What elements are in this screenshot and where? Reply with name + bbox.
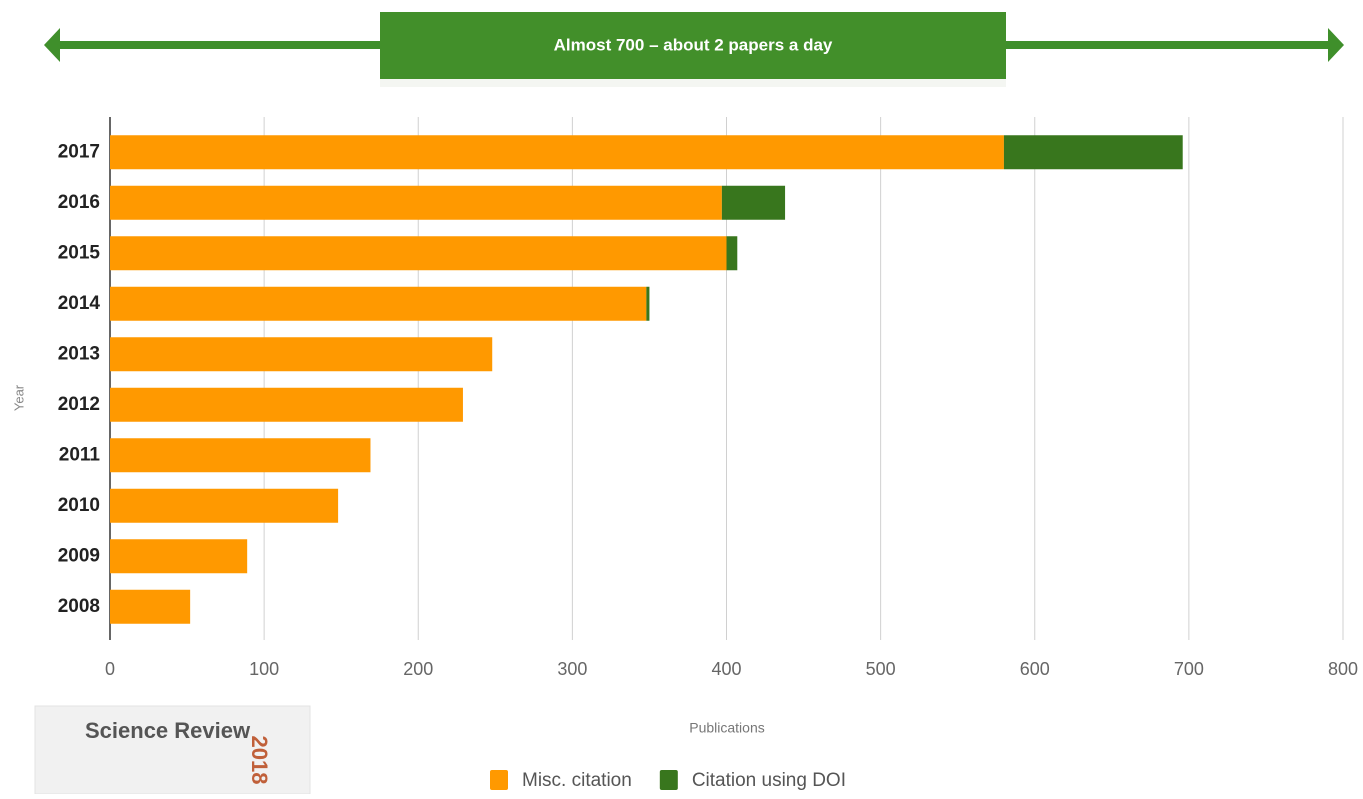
bar-segment bbox=[110, 185, 722, 220]
legend-swatch bbox=[659, 770, 678, 790]
y-tick-label: 2013 bbox=[58, 343, 100, 364]
logo-name: Science Review bbox=[85, 718, 251, 743]
y-tick-label: 2017 bbox=[58, 141, 100, 162]
x-tick-label: 100 bbox=[249, 659, 279, 679]
legend-label: Misc. citation bbox=[522, 770, 632, 791]
y-axis-title: Year bbox=[11, 384, 26, 411]
x-tick-label: 300 bbox=[557, 659, 587, 679]
bar-segment bbox=[110, 539, 248, 574]
banner-shadow bbox=[380, 79, 1006, 87]
x-tick-label: 700 bbox=[1174, 659, 1204, 679]
legend-swatch bbox=[490, 770, 508, 790]
bar-segment bbox=[110, 236, 727, 271]
bar-segment bbox=[110, 135, 1004, 170]
y-tick-label: 2016 bbox=[58, 192, 100, 213]
logo-year: 2018 bbox=[247, 736, 272, 785]
x-tick-label: 600 bbox=[1020, 659, 1050, 679]
x-tick-label: 200 bbox=[403, 659, 433, 679]
y-tick-label: 2012 bbox=[58, 394, 100, 415]
banner-box bbox=[380, 12, 1006, 79]
x-tick-label: 800 bbox=[1328, 659, 1358, 679]
bar-segment bbox=[110, 286, 647, 321]
bar-segment bbox=[646, 286, 650, 321]
x-axis-title: Publications bbox=[689, 720, 765, 736]
legend-label: Citation using DOI bbox=[692, 770, 846, 791]
y-tick-label: 2008 bbox=[58, 596, 100, 617]
x-tick-label: 0 bbox=[105, 659, 115, 679]
bar-segment bbox=[1003, 135, 1183, 170]
bar-segment bbox=[726, 236, 738, 271]
y-tick-label: 2011 bbox=[59, 444, 101, 465]
bar-segment bbox=[110, 337, 493, 372]
y-tick-label: 2010 bbox=[58, 495, 100, 516]
banner-text: Almost 700 – about 2 papers a day bbox=[554, 35, 833, 54]
bar-segment bbox=[721, 185, 786, 220]
y-tick-label: 2015 bbox=[58, 242, 101, 263]
bar-segment bbox=[110, 387, 463, 422]
x-tick-label: 400 bbox=[711, 659, 741, 679]
bar-segment bbox=[110, 438, 371, 473]
plot: 0 100 200 300 400 500 600 700 800 2017 2016 2015 201… bbox=[58, 117, 1358, 791]
logo: Science Review 2018 bbox=[34, 705, 311, 795]
y-tick-label: 2014 bbox=[58, 293, 101, 314]
x-tick-label: 500 bbox=[866, 659, 896, 679]
bar-segment bbox=[110, 589, 191, 624]
y-tick-label: 2009 bbox=[58, 545, 100, 566]
bar-segment bbox=[110, 488, 339, 523]
